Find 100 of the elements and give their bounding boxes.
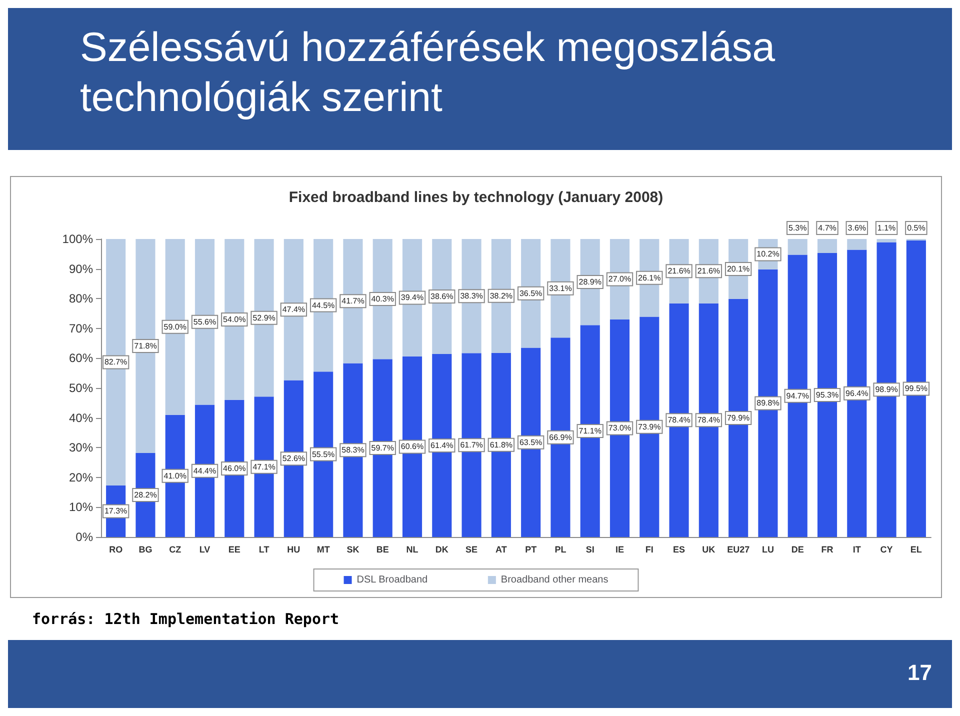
- x-tick-label: LU: [762, 544, 774, 554]
- x-tick-label: AT: [496, 544, 508, 554]
- x-tick-label: ES: [673, 544, 686, 554]
- data-label: 73.9%: [638, 422, 661, 432]
- data-label: 40.3%: [371, 294, 394, 304]
- x-tick-label: BG: [138, 544, 152, 554]
- x-tick-label: CY: [880, 544, 893, 554]
- data-label: 28.9%: [578, 278, 602, 287]
- data-label: 95.3%: [816, 390, 839, 400]
- x-tick-label: CZ: [169, 544, 182, 554]
- data-label: 26.1%: [638, 273, 661, 282]
- x-tick-label: LT: [258, 544, 270, 554]
- data-label: 38.6%: [430, 292, 454, 302]
- data-label: 96.4%: [846, 388, 868, 398]
- data-label: 4.7%: [818, 224, 836, 232]
- data-label: 27.0%: [608, 274, 632, 284]
- data-label: 73.0%: [608, 424, 632, 433]
- data-label: 10.2%: [756, 250, 780, 259]
- data-label: 61.7%: [460, 440, 483, 450]
- x-tick-label: HU: [287, 544, 300, 554]
- y-tick-label: 40%: [68, 410, 94, 425]
- data-label: 59.7%: [371, 444, 394, 453]
- x-tick-label: PT: [525, 544, 538, 554]
- data-label: 63.5%: [519, 438, 542, 447]
- data-label: 58.3%: [342, 446, 364, 455]
- data-label: 71.8%: [134, 341, 157, 350]
- y-tick-label: 30%: [68, 440, 94, 455]
- data-label: 46.0%: [223, 464, 246, 473]
- data-label: 47.4%: [282, 305, 306, 314]
- x-tick-label: EU27: [727, 544, 750, 554]
- legend-label: DSL Broadband: [356, 574, 428, 586]
- x-tick-label: IT: [852, 544, 862, 554]
- data-label: 55.6%: [193, 317, 216, 326]
- data-label: 61.4%: [430, 441, 454, 450]
- data-label: 20.1%: [726, 264, 750, 274]
- chart-title: Szélessávú hozzáférések megoszlása technológiák szerint: [80, 23, 776, 122]
- data-label: 28.2%: [134, 490, 157, 500]
- x-tick-label: MT: [316, 544, 330, 554]
- data-label: 94.7%: [786, 391, 809, 400]
- data-label: 47.1%: [252, 462, 276, 472]
- data-label: 41.7%: [342, 296, 364, 306]
- data-label: 3.6%: [848, 224, 866, 232]
- x-tick-label: DK: [435, 544, 449, 554]
- y-tick-label: 70%: [68, 321, 94, 336]
- legend-label: Broadband other means: [500, 574, 608, 586]
- data-label: 55.5%: [312, 450, 335, 459]
- y-tick-label: 100%: [62, 232, 94, 246]
- chart-subtitle: Fixed broadband lines by technology (January 2008): [288, 189, 664, 206]
- x-tick-label: SI: [586, 544, 594, 554]
- data-label: 52.6%: [282, 454, 306, 464]
- x-tick-label: FR: [821, 544, 834, 554]
- x-tick-label: SK: [346, 544, 360, 554]
- data-label: 82.7%: [104, 358, 128, 367]
- y-tick-label: 90%: [68, 262, 94, 276]
- x-tick-label: BE: [376, 544, 389, 554]
- y-tick-label: 10%: [68, 500, 94, 514]
- data-label: 21.6%: [668, 266, 690, 276]
- data-label: 41.0%: [164, 471, 186, 480]
- bar: [847, 239, 867, 250]
- data-label: 98.9%: [875, 385, 898, 394]
- bar: [876, 239, 896, 242]
- y-tick-label: 0%: [76, 530, 94, 544]
- y-tick-label: 20%: [68, 470, 94, 484]
- data-label: 21.6%: [697, 266, 720, 276]
- data-label: 52.9%: [252, 313, 276, 322]
- data-label: 36.5%: [519, 288, 542, 298]
- x-tick-label: RO: [109, 544, 123, 554]
- x-tick-label: FI: [645, 544, 654, 554]
- bar: [817, 239, 838, 254]
- data-label: 79.9%: [726, 413, 750, 422]
- x-tick-label: SE: [466, 544, 478, 554]
- x-tick-label: DE: [791, 544, 804, 554]
- data-label: 17.3%: [104, 506, 128, 516]
- data-label: 78.4%: [668, 416, 690, 425]
- x-tick-label: UK: [702, 544, 716, 554]
- data-label: 61.8%: [490, 440, 513, 450]
- x-tick-label: IE: [615, 544, 624, 554]
- data-label: 33.1%: [549, 284, 572, 293]
- data-label: 44.5%: [312, 300, 335, 310]
- data-label: 60.6%: [400, 442, 424, 452]
- bar: [788, 239, 808, 255]
- x-tick-label: PL: [554, 544, 567, 554]
- x-tick-label: LV: [199, 544, 210, 554]
- text: forrás: 12th Implementation Report: [32, 610, 340, 628]
- data-label: 89.8%: [756, 398, 780, 408]
- data-label: 39.4%: [400, 293, 424, 302]
- data-label: 0.5%: [907, 224, 926, 232]
- x-tick-label: EL: [910, 544, 922, 554]
- y-tick-label: 60%: [68, 351, 94, 366]
- y-tick-label: 80%: [68, 292, 94, 306]
- data-label: 44.4%: [193, 466, 216, 476]
- data-label: 1.1%: [877, 224, 896, 232]
- data-label: 38.2%: [490, 291, 513, 300]
- x-tick-label: NL: [406, 544, 419, 554]
- text: 17: [908, 660, 932, 686]
- data-label: 59.0%: [164, 322, 186, 332]
- data-label: 5.3%: [788, 224, 807, 232]
- data-label: 71.1%: [578, 426, 602, 436]
- y-tick-label: 50%: [68, 381, 94, 395]
- data-label: 54.0%: [223, 314, 246, 324]
